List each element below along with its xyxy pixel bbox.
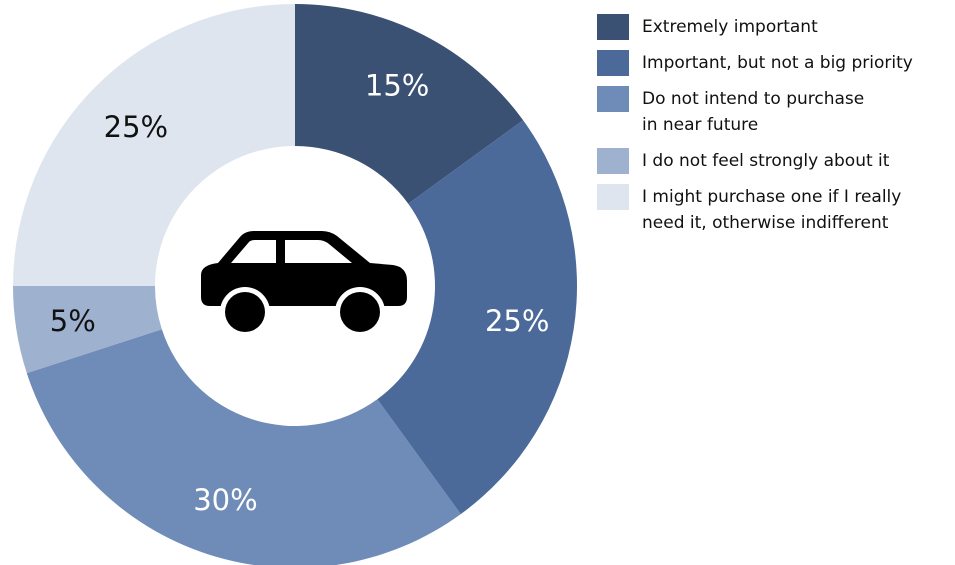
legend-swatch [597,86,629,112]
legend-label-line: Important, but not a big priority [642,53,913,73]
legend-swatch [597,184,629,210]
legend-label: Extremely important [642,14,818,40]
legend-label: Do not intend to purchase in near future [642,86,864,138]
slice-labels: 15% 25% 30% 5% 25% [50,69,550,517]
donut-slice-1 [295,4,524,204]
slice-label-5: 25% [104,110,168,144]
legend-label: I might purchase one if I really need it,… [642,184,901,236]
legend-swatch [597,148,629,174]
legend-item-4: I do not feel strongly about it [597,148,952,174]
legend-item-3: Do not intend to purchase in near future [597,86,952,138]
slice-label-3: 30% [193,483,257,517]
legend-label-line: Extremely important [642,17,818,37]
donut-slice-2 [377,120,578,515]
legend-swatch [597,14,629,40]
legend-label-line: Do not intend to purchase [642,89,865,109]
donut-slice-3 [26,329,461,565]
legend-label-line: in near future [642,115,759,135]
legend-label-line: need it, otherwise indifferent [642,213,889,233]
legend-label-line: I might purchase one if I really [642,187,902,207]
legend: Extremely important Important, but not a … [597,14,952,246]
legend-label: I do not feel strongly about it [642,148,889,174]
legend-item-1: Extremely important [597,14,952,40]
car-icon [201,231,407,337]
legend-label: Important, but not a big priority [642,50,913,76]
slice-label-2: 25% [485,304,549,338]
donut-slices [13,4,578,565]
slice-label-1: 15% [365,69,429,103]
legend-item-2: Important, but not a big priority [597,50,952,76]
slice-label-4: 5% [50,304,96,338]
donut-slice-4 [13,286,162,374]
legend-swatch [597,50,629,76]
legend-item-5: I might purchase one if I really need it,… [597,184,952,236]
legend-label-line: I do not feel strongly about it [642,151,890,171]
donut-chart: 15% 25% 30% 5% 25% [13,4,578,565]
donut-slice-5 [13,4,295,286]
